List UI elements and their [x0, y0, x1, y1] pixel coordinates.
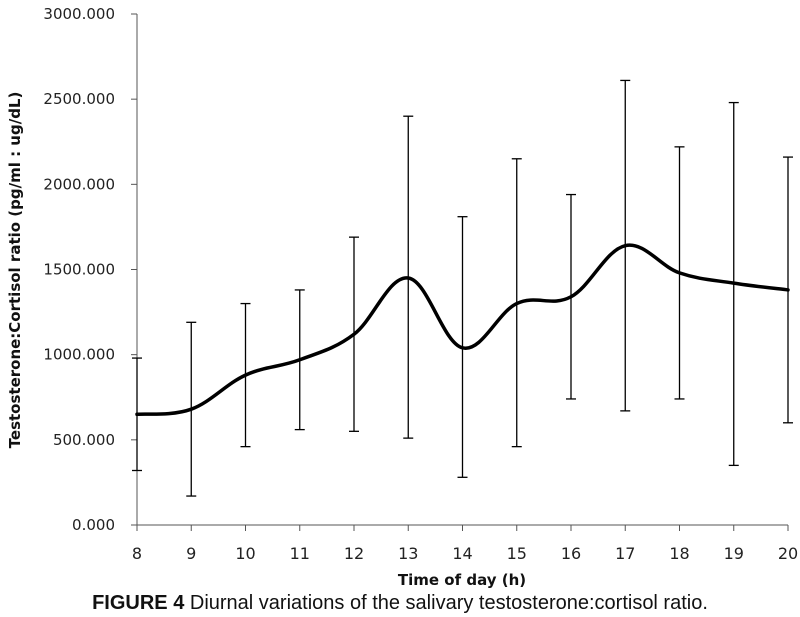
x-tick-label: 11 — [290, 544, 310, 563]
series-line — [135, 243, 790, 417]
x-tick-label: 18 — [669, 544, 689, 563]
y-tick-label: 2000.000 — [43, 175, 115, 193]
y-tick-label: 500.000 — [53, 431, 115, 449]
x-tick-label: 10 — [235, 544, 255, 563]
x-axis-label: Time of day (h) — [398, 571, 526, 589]
data-point — [189, 407, 193, 411]
x-tick-label: 12 — [344, 544, 364, 563]
data-point — [569, 295, 573, 299]
y-tick-label: 1500.000 — [43, 261, 115, 279]
figure-caption-text: Diurnal variations of the salivary testo… — [189, 592, 708, 614]
data-point — [678, 271, 681, 275]
data-point — [732, 281, 736, 285]
x-tick-label: 8 — [132, 544, 142, 563]
x-tick-label: 17 — [615, 544, 635, 563]
figure-caption: FIGURE 4 Diurnal variations of the saliv… — [0, 592, 800, 615]
data-point — [406, 276, 410, 280]
data-point — [515, 302, 519, 306]
data-point — [786, 288, 790, 292]
y-axis-label: Testosterone:Cortisol ratio (pg/ml : ug/… — [6, 92, 24, 449]
y-tick-label: 3000.000 — [43, 5, 115, 23]
y-tick-label: 1000.000 — [43, 346, 115, 364]
data-point — [135, 412, 139, 416]
y-tick-label: 2500.000 — [43, 90, 115, 108]
y-axis: 0.000 500.000 1000.000 1500.000 2000.000 2500… — [43, 5, 138, 534]
x-tick-label: 14 — [452, 544, 472, 563]
x-tick-label: 19 — [724, 544, 744, 563]
x-tick-label: 16 — [561, 544, 581, 563]
data-point — [352, 332, 356, 336]
data-point — [244, 373, 247, 377]
x-tick-label: 15 — [507, 544, 527, 563]
error-bars — [132, 79, 793, 497]
x-tick-label: 20 — [778, 544, 798, 563]
figure-number: FIGURE 4 — [92, 592, 185, 614]
data-point — [461, 346, 464, 350]
y-tick-label: 0.000 — [72, 516, 115, 534]
x-axis: 8 9 10 11 12 13 14 15 16 17 18 19 20 — [132, 524, 798, 563]
data-point — [623, 244, 627, 248]
x-tick-label: 9 — [186, 544, 196, 563]
x-tick-label: 13 — [398, 544, 418, 563]
data-point — [298, 358, 302, 362]
